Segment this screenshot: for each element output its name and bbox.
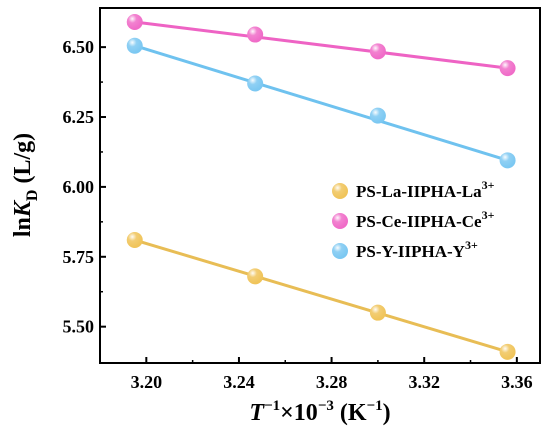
y-tick-label: 6.50 bbox=[63, 37, 95, 57]
marker-highlight bbox=[499, 60, 516, 77]
marker-highlight bbox=[369, 43, 386, 60]
y-tick-label: 5.75 bbox=[63, 247, 95, 267]
data-point-series-2 bbox=[247, 75, 264, 92]
data-point-series-2 bbox=[499, 152, 516, 169]
data-point-series-0 bbox=[369, 304, 386, 321]
marker-highlight bbox=[126, 13, 143, 30]
x-axis-ticks: 3.20 3.24 3.28 3.32 3.36 bbox=[131, 357, 533, 392]
marker-highlight bbox=[247, 75, 264, 92]
x-tick-label: 3.20 bbox=[131, 372, 163, 392]
data-point-series-2 bbox=[369, 107, 386, 124]
marker-highlight bbox=[126, 232, 143, 249]
y-tick-label: 6.25 bbox=[63, 107, 95, 127]
x-tick-label: 3.32 bbox=[408, 372, 440, 392]
data-points bbox=[126, 13, 516, 360]
y-tick-label: 5.50 bbox=[63, 317, 95, 337]
marker-highlight bbox=[126, 37, 143, 54]
legend-marker-highlight bbox=[332, 183, 348, 199]
fit-line-series-2 bbox=[134, 44, 509, 162]
data-point-series-2 bbox=[126, 37, 143, 54]
legend: PS-La-IIPHA-La3+ PS-Ce-IIPHA-Ce3+ PS-Y-IIP… bbox=[332, 178, 495, 261]
marker-highlight bbox=[247, 268, 264, 285]
legend-label: PS-Ce-IIPHA-Ce3+ bbox=[356, 208, 495, 231]
x-tick-label: 3.28 bbox=[316, 372, 348, 392]
plot-frame bbox=[99, 7, 541, 364]
y-axis-label: lnKD (L/g) bbox=[10, 133, 41, 237]
x-axis-label: T−1×10−3 (K−1) bbox=[249, 398, 390, 426]
marker-highlight bbox=[499, 343, 516, 360]
legend-marker-highlight bbox=[332, 213, 348, 229]
data-point-series-1 bbox=[247, 26, 264, 43]
data-point-series-0 bbox=[126, 232, 143, 249]
x-tick-label: 3.36 bbox=[501, 372, 533, 392]
legend-entry: PS-Ce-IIPHA-Ce3+ bbox=[332, 208, 495, 231]
y-axis-ticks: 5.50 5.75 6.00 6.25 6.50 bbox=[63, 37, 106, 337]
data-point-series-1 bbox=[499, 60, 516, 77]
fit-line-series-1 bbox=[134, 20, 508, 70]
marker-highlight bbox=[247, 26, 264, 43]
data-point-series-1 bbox=[126, 13, 143, 30]
legend-label: PS-Y-IIPHA-Y3+ bbox=[356, 238, 478, 261]
data-point-series-0 bbox=[247, 268, 264, 285]
marker-highlight bbox=[499, 152, 516, 169]
fit-line-series-0 bbox=[134, 238, 509, 354]
data-point-series-0 bbox=[499, 343, 516, 360]
y-tick-label: 6.00 bbox=[63, 177, 95, 197]
legend-marker-highlight bbox=[332, 243, 348, 259]
marker-highlight bbox=[369, 304, 386, 321]
marker-highlight bbox=[369, 107, 386, 124]
fit-lines bbox=[134, 20, 509, 354]
legend-entry: PS-Y-IIPHA-Y3+ bbox=[332, 238, 478, 261]
x-tick-label: 3.24 bbox=[223, 372, 255, 392]
data-point-series-1 bbox=[369, 43, 386, 60]
legend-entry: PS-La-IIPHA-La3+ bbox=[332, 178, 495, 201]
legend-label: PS-La-IIPHA-La3+ bbox=[356, 178, 495, 201]
